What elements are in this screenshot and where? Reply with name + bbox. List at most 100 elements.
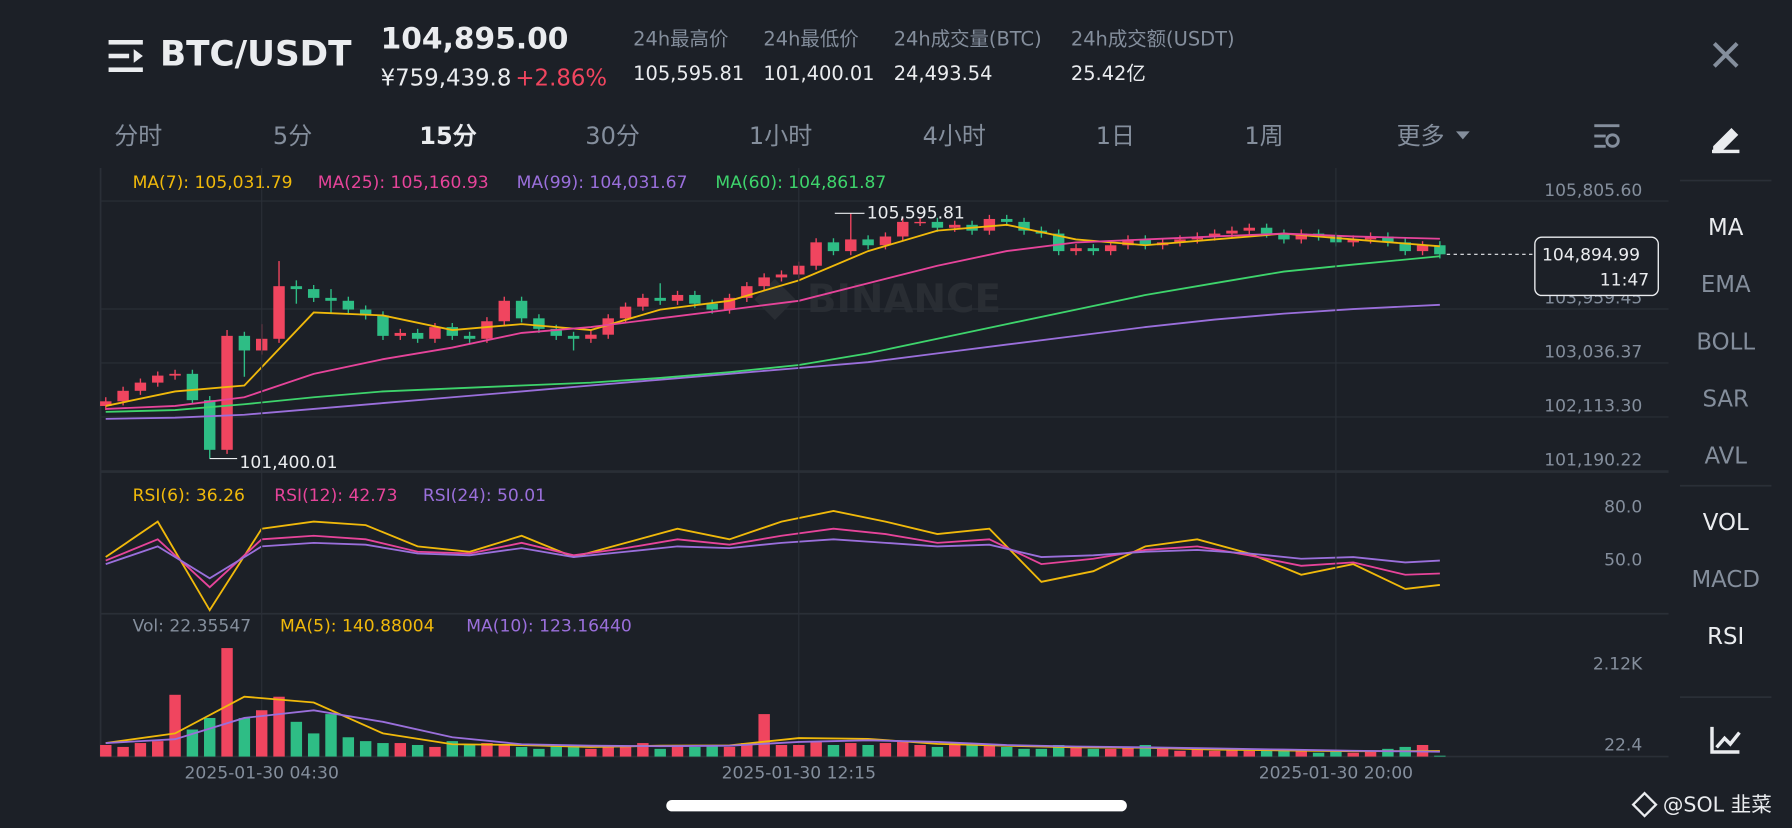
candle-body [1278, 233, 1290, 240]
candle-body [1434, 245, 1446, 255]
candle-body [879, 236, 892, 246]
interval-tab[interactable]: 更多 [1397, 122, 1445, 150]
volume-bar [117, 746, 129, 757]
candle-body [827, 242, 840, 252]
draw-icon[interactable] [1712, 128, 1740, 154]
close-button[interactable] [1712, 42, 1739, 68]
volume-bar [585, 748, 597, 757]
volume-bar [498, 744, 510, 757]
candle-body [897, 221, 909, 237]
volume-bar [463, 744, 476, 757]
chart-type-icon[interactable] [1710, 726, 1741, 754]
legend-entry: MA(5): 140.88004 [280, 616, 435, 636]
indicator-option[interactable]: AVL [1704, 444, 1747, 470]
candle-body [169, 373, 181, 376]
volume-bar [169, 694, 181, 757]
menu-icon[interactable] [108, 40, 143, 72]
candle-body [221, 335, 233, 450]
candle-body [1399, 242, 1411, 252]
legend-entry: MA(25): 105,160.93 [318, 173, 489, 193]
volume-bar [1382, 748, 1394, 757]
candle-body [1070, 248, 1082, 252]
candle-body [619, 306, 632, 319]
x-tick-label: 2025-01-30 20:00 [1259, 764, 1413, 784]
footer-logo [1631, 791, 1658, 818]
indicator-option[interactable]: VOL [1703, 510, 1749, 536]
candle-body [325, 297, 337, 301]
volume-bar [290, 721, 303, 757]
y-tick-label: 50.0 [1604, 551, 1642, 571]
candle-body [585, 334, 597, 339]
candle-body [186, 373, 199, 401]
indicator-line [105, 538, 1440, 580]
candle-body [949, 224, 961, 228]
volume-bar [1087, 748, 1100, 757]
volume-bar [723, 746, 736, 757]
candle-body [446, 327, 459, 336]
volume-bar [1191, 748, 1204, 757]
candle-body [810, 242, 822, 266]
home-indicator [666, 800, 1127, 812]
interval-tab[interactable]: 1小时 [749, 122, 812, 150]
volume-bar [1122, 746, 1134, 757]
indicator-option[interactable]: BOLL [1696, 329, 1755, 355]
volume-bar [238, 717, 251, 757]
x-tick-label: 2025-01-30 12:15 [722, 764, 876, 784]
candle-body [100, 401, 112, 406]
candle-body [1122, 239, 1134, 246]
volume-bar [1104, 748, 1117, 757]
volume-bar [983, 744, 996, 757]
indicator-option[interactable]: RSI [1707, 624, 1744, 650]
volume-bar [325, 714, 337, 757]
candle-body [273, 286, 285, 339]
candle-body [654, 297, 666, 301]
volume-bar [411, 744, 424, 757]
legend-entry: MA(10): 123.16440 [466, 616, 631, 636]
volume-bar [602, 744, 614, 757]
candle-body [515, 300, 528, 319]
candle-body [1347, 239, 1359, 243]
volume-bar [671, 744, 684, 757]
candle-body [602, 318, 614, 335]
interval-tab[interactable]: 分时 [114, 122, 162, 150]
candle-body [671, 294, 684, 301]
settings-icon[interactable] [1594, 124, 1620, 148]
candle-body [134, 382, 147, 391]
candle-body [411, 332, 424, 339]
indicator-line [105, 223, 1440, 407]
stat-value: 105,595.81 [633, 62, 744, 85]
indicator-option[interactable]: MACD [1691, 567, 1759, 593]
candle-body [1139, 239, 1152, 246]
candle-body [1226, 230, 1238, 234]
interval-tab[interactable]: 1周 [1244, 122, 1283, 150]
interval-tab[interactable]: 5分 [273, 122, 312, 150]
volume-bar [152, 741, 164, 757]
interval-tab[interactable]: 1日 [1096, 122, 1135, 150]
y-tick-label: 105,805.60 [1544, 181, 1642, 201]
candle-body [931, 221, 944, 228]
interval-tab[interactable]: 15分 [419, 122, 476, 150]
interval-tab[interactable]: 4小时 [923, 122, 986, 150]
indicator-option[interactable]: EMA [1701, 272, 1751, 298]
last-price: 104,895.00 [381, 21, 569, 56]
interval-tab[interactable]: 30分 [585, 122, 640, 150]
volume-bar [1434, 755, 1446, 757]
volume-bar [186, 729, 199, 757]
legend-entry: MA(60): 104,861.87 [715, 173, 886, 193]
candle-body [1364, 236, 1377, 240]
volume-bar [845, 743, 857, 757]
volume-bar [775, 744, 788, 757]
y-tick-label: 102,113.30 [1544, 397, 1642, 417]
candle-body [290, 286, 303, 290]
volume-bar [637, 743, 649, 757]
volume-bar [619, 746, 632, 757]
indicator-menu: MA EMA BOLL SAR AVL VOL MACD RSI [1691, 215, 1759, 650]
volume-bar [533, 748, 545, 757]
volume-bar [204, 717, 216, 757]
volume-bar [758, 714, 770, 757]
indicator-option[interactable]: SAR [1702, 387, 1749, 413]
indicator-option[interactable]: MA [1708, 215, 1744, 241]
candle-body [1382, 236, 1394, 243]
candle-body [845, 239, 857, 252]
